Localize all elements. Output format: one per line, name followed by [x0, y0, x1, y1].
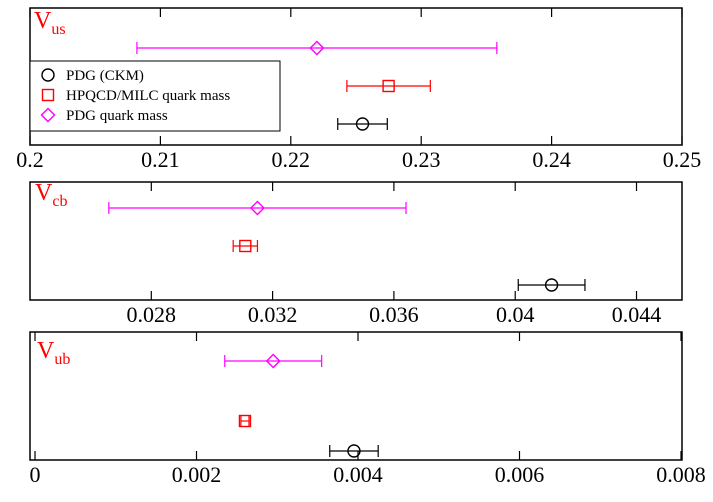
legend-label: PDG quark mass	[66, 108, 168, 124]
x-tick-label: 0.006	[495, 462, 545, 487]
panel-frame	[29, 331, 683, 461]
square-marker	[238, 414, 252, 428]
point-square	[346, 79, 431, 93]
point-circle	[329, 444, 379, 458]
x-tick-label: 0.036	[369, 302, 419, 327]
x-tick-label: 0.25	[663, 147, 702, 172]
point-square	[238, 414, 252, 428]
point-square	[232, 239, 259, 253]
square-marker	[239, 239, 252, 253]
panel-label-main: V	[35, 180, 53, 206]
x-tick-label: 0.008	[656, 462, 706, 487]
panel-frame	[29, 181, 683, 301]
panel-ub: 0 0.002 0.004 0.006 0.008 Vub	[29, 331, 706, 487]
x-tick-label: 0.24	[532, 147, 571, 172]
circle-marker	[355, 117, 370, 131]
legend: PDG (CKM) HPQCD/MILC quark mass PDG quark …	[29, 60, 281, 132]
x-tick-label: 0.22	[272, 147, 311, 172]
panel-label-sub: us	[51, 21, 65, 38]
x-tick-label: 0.028	[127, 302, 177, 327]
chart-panels: 0.2 0.21 0.22 0.23 0.24 0.25 Vus 0.028 0.032 0.03…	[16, 7, 706, 487]
legend-label: HPQCD/MILC quark mass	[66, 88, 230, 104]
panel-label-main: V	[37, 338, 55, 364]
diamond-marker	[309, 40, 325, 56]
square-marker	[382, 79, 395, 93]
panel-label-sub: cb	[52, 193, 67, 210]
x-tick-label: 0.2	[16, 147, 44, 172]
x-tick-label: 0	[30, 462, 41, 487]
panel-label: Vus	[34, 8, 66, 38]
point-circle	[517, 278, 586, 292]
point-diamond	[136, 40, 498, 56]
point-circle	[337, 117, 388, 131]
x-tick-label: 0.004	[333, 462, 383, 487]
panel-label: Vub	[37, 338, 70, 368]
x-tick-label: 0.044	[612, 302, 662, 327]
panel-label-main: V	[34, 8, 52, 34]
panel-label: Vcb	[35, 180, 67, 210]
x-tick-label: 0.032	[248, 302, 298, 327]
diamond-marker	[249, 200, 265, 216]
circle-marker	[347, 444, 361, 458]
panel-label-sub: ub	[54, 351, 70, 368]
panel-us: 0.2 0.21 0.22 0.23 0.24 0.25 Vus	[16, 7, 702, 172]
diamond-marker	[265, 353, 281, 369]
x-tick-label: 0.23	[402, 147, 441, 172]
x-tick-label: 0.04	[496, 302, 535, 327]
panel-cb: 0.028 0.032 0.036 0.04 0.044 Vcb	[29, 180, 683, 327]
point-diamond	[224, 353, 323, 369]
circle-marker	[544, 278, 559, 292]
x-tick-label: 0.21	[141, 147, 180, 172]
point-diamond	[108, 200, 407, 216]
legend-diamond-icon	[40, 107, 56, 123]
legend-square-icon	[41, 88, 55, 102]
x-tick-label: 0.002	[172, 462, 222, 487]
legend-circle-icon	[41, 68, 55, 82]
legend-label: PDG (CKM)	[66, 68, 144, 84]
legend-box	[29, 60, 281, 132]
